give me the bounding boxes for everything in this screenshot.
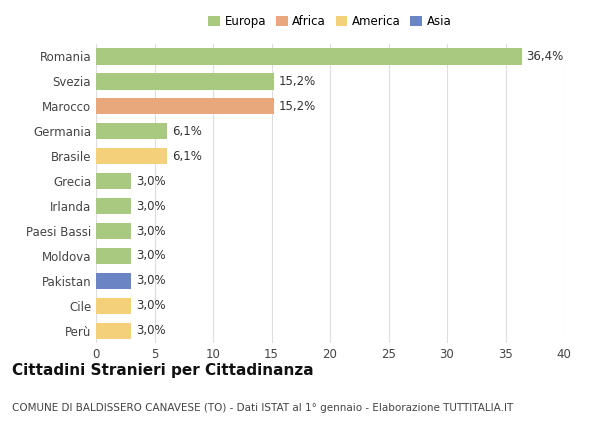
Bar <box>96 148 167 164</box>
Bar <box>96 123 167 139</box>
Bar <box>96 248 131 264</box>
Text: 15,2%: 15,2% <box>278 75 316 88</box>
Text: 3,0%: 3,0% <box>136 299 166 312</box>
Text: COMUNE DI BALDISSERO CANAVESE (TO) - Dati ISTAT al 1° gennaio - Elaborazione TUT: COMUNE DI BALDISSERO CANAVESE (TO) - Dat… <box>12 403 513 413</box>
Legend: Europa, Africa, America, Asia: Europa, Africa, America, Asia <box>206 12 454 30</box>
Bar <box>96 298 131 314</box>
Text: 36,4%: 36,4% <box>527 50 564 63</box>
Bar <box>96 273 131 289</box>
Bar <box>96 98 274 114</box>
Text: 15,2%: 15,2% <box>278 100 316 113</box>
Text: Cittadini Stranieri per Cittadinanza: Cittadini Stranieri per Cittadinanza <box>12 363 314 378</box>
Text: 3,0%: 3,0% <box>136 224 166 238</box>
Text: 3,0%: 3,0% <box>136 275 166 287</box>
Text: 6,1%: 6,1% <box>172 150 202 163</box>
Text: 3,0%: 3,0% <box>136 175 166 187</box>
Text: 6,1%: 6,1% <box>172 125 202 138</box>
Bar <box>96 198 131 214</box>
Bar <box>96 173 131 189</box>
Bar <box>96 223 131 239</box>
Bar <box>96 73 274 89</box>
Bar <box>96 323 131 339</box>
Text: 3,0%: 3,0% <box>136 324 166 337</box>
Text: 3,0%: 3,0% <box>136 249 166 262</box>
Bar <box>96 48 522 65</box>
Text: 3,0%: 3,0% <box>136 200 166 213</box>
